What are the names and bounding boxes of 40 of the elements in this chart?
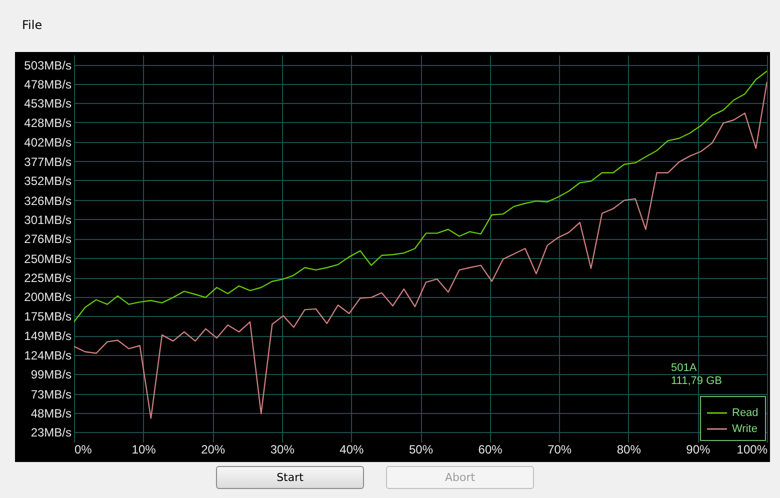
line-series <box>74 70 767 323</box>
y-tick-label: 124MB/s <box>24 348 72 362</box>
y-tick-label: 478MB/s <box>24 78 72 92</box>
x-tick-label: 70% <box>548 442 572 456</box>
button: Start <box>216 466 364 489</box>
x-tick-label: 10% <box>132 442 156 456</box>
y-tick-label: 453MB/s <box>24 96 72 111</box>
x-tick-label: 100% <box>736 442 768 456</box>
y-tick-label: 225MB/s <box>24 271 72 286</box>
annotation: 111,79 GB <box>671 375 722 387</box>
x-tick-label: 50% <box>408 442 434 456</box>
y-tick-label: 326MB/s <box>24 194 72 208</box>
x-tick-label: 80% <box>616 442 642 456</box>
y-tick-label: 48MB/s <box>30 406 72 420</box>
x-tick-label: 60% <box>478 442 503 456</box>
y-tick-label: 23MB/s <box>30 426 72 440</box>
y-tick-label: 200MB/s <box>24 290 72 304</box>
y-tick-label: 402MB/s <box>24 136 72 150</box>
x-tick-label: 0% <box>74 442 92 456</box>
x-tick-label: 30% <box>270 442 295 456</box>
y-tick-label: 352MB/s <box>24 174 72 188</box>
legend-label: Write <box>732 423 758 435</box>
x-tick-label: 90% <box>686 442 711 456</box>
y-tick-label: 428MB/s <box>24 116 72 130</box>
line-series <box>74 81 767 419</box>
y-tick-label: 377MB/s <box>24 154 72 169</box>
y-tick-label: 175MB/s <box>24 309 72 324</box>
y-tick-label: 276MB/s <box>24 232 72 246</box>
legend-label: Read <box>732 407 758 419</box>
annotation: 501A <box>671 362 698 374</box>
x-tick-label: 20% <box>201 442 226 456</box>
menu-item: File <box>22 18 42 32</box>
y-tick-label: 503MB/s <box>24 58 72 72</box>
y-tick-label: 99MB/s <box>30 367 72 382</box>
button: Abort <box>386 466 534 489</box>
y-tick-label: 250MB/s <box>24 252 72 266</box>
y-tick-label: 73MB/s <box>30 387 72 402</box>
y-tick-label: 301MB/s <box>24 212 72 227</box>
x-tick-label: 40% <box>340 442 364 456</box>
y-tick-label: 149MB/s <box>24 329 72 344</box>
